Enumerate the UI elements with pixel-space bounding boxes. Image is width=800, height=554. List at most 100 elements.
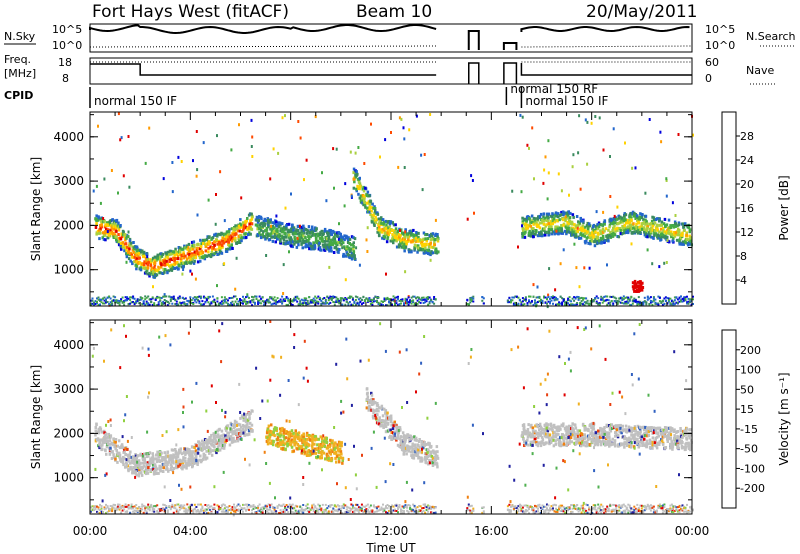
near-range-cell xyxy=(183,302,186,305)
scatter-cell xyxy=(636,231,640,235)
scatter-cell xyxy=(275,426,278,430)
noise-cell xyxy=(666,238,669,242)
scatter-cell xyxy=(108,233,112,237)
scatter-cell xyxy=(200,442,204,446)
scatter-cell xyxy=(327,444,330,448)
scatter-cell xyxy=(649,235,653,239)
noise-cell xyxy=(192,159,194,163)
scatter-cell xyxy=(543,216,546,220)
near-range-cell xyxy=(406,302,409,305)
scatter-cell xyxy=(214,248,217,252)
scatter-cell xyxy=(328,458,331,462)
scatter-cell xyxy=(293,437,296,441)
scatter-cell xyxy=(651,224,655,228)
scatter-cell xyxy=(574,229,578,233)
scatter-cell xyxy=(351,255,354,259)
scatter-cell xyxy=(358,185,362,189)
scatter-cell xyxy=(384,219,388,223)
near-range-cell xyxy=(291,300,294,303)
scatter-cell xyxy=(607,239,610,243)
scatter-cell xyxy=(164,456,167,460)
near-range-cell xyxy=(102,302,104,305)
scatter-cell xyxy=(278,233,281,236)
near-range-cell xyxy=(160,297,163,299)
near-range-cell xyxy=(419,301,422,304)
scatter-cell xyxy=(408,231,411,235)
scatter-cell xyxy=(153,266,156,270)
scatter-cell xyxy=(394,227,398,231)
near-range-cell xyxy=(565,300,568,303)
scatter-cell xyxy=(216,242,219,246)
scatter-cell xyxy=(370,391,373,395)
scatter-cell xyxy=(296,229,300,233)
scatter-cell xyxy=(672,231,676,234)
scatter-cell xyxy=(631,285,635,289)
scatter-cell xyxy=(660,233,663,236)
scatter-cell xyxy=(200,242,203,246)
scatter-cell xyxy=(644,214,648,218)
scatter-cell xyxy=(99,217,102,221)
near-range-cell xyxy=(351,297,354,300)
scatter-cell xyxy=(170,252,174,256)
near-range-cell xyxy=(207,301,210,304)
scatter-cell xyxy=(340,238,343,242)
scatter-cell xyxy=(152,461,155,464)
scatter-cell xyxy=(581,233,584,237)
near-range-cell xyxy=(517,302,520,305)
near-range-cell xyxy=(162,300,165,303)
scatter-cell xyxy=(131,470,135,474)
near-range-cell xyxy=(124,296,127,299)
noise-cell xyxy=(251,155,254,158)
scatter-cell xyxy=(673,234,677,238)
freq-panel-frame xyxy=(89,57,693,85)
scatter-cell xyxy=(142,250,146,254)
scatter-cell xyxy=(209,450,212,454)
scatter-cell xyxy=(162,456,166,460)
scatter-cell xyxy=(251,409,254,413)
scatter-cell xyxy=(581,224,584,228)
near-range-cell xyxy=(670,300,673,303)
scatter-cell xyxy=(320,235,324,239)
scatter-cell xyxy=(157,265,160,269)
near-range-cell xyxy=(217,303,220,306)
noise-cell xyxy=(108,303,111,307)
scatter-cell xyxy=(215,451,218,455)
scatter-cell xyxy=(267,221,270,225)
scatter-cell xyxy=(94,439,98,443)
near-range-cell xyxy=(591,300,594,303)
scatter-cell xyxy=(619,215,622,219)
near-range-cell xyxy=(369,298,372,301)
scatter-cell xyxy=(539,212,543,216)
scatter-cell xyxy=(208,441,211,444)
scatter-cell xyxy=(233,230,236,234)
noise-cell xyxy=(122,174,125,178)
near-range-cell xyxy=(374,300,377,303)
scatter-cell xyxy=(370,397,373,401)
scatter-cell xyxy=(154,465,158,469)
scatter-cell xyxy=(626,229,630,233)
scatter-cell xyxy=(585,236,589,240)
scatter-cell xyxy=(635,214,639,218)
scatter-cell xyxy=(579,226,583,230)
scatter-cell xyxy=(414,236,418,240)
scatter-cell xyxy=(551,230,555,234)
scatter-cell xyxy=(562,218,565,222)
near-range-cell xyxy=(285,296,288,298)
scatter-cell xyxy=(304,245,307,249)
scatter-cell xyxy=(344,254,347,258)
scatter-cell xyxy=(130,253,134,257)
near-range-cell xyxy=(339,299,342,302)
scatter-cell xyxy=(336,455,339,459)
near-range-cell xyxy=(586,302,589,305)
scatter-cell xyxy=(588,239,592,243)
scatter-cell xyxy=(104,233,107,237)
near-range-cell xyxy=(305,302,308,305)
scatter-cell xyxy=(126,245,129,249)
scatter-cell xyxy=(314,451,318,455)
near-range-cell xyxy=(544,301,547,304)
scatter-cell xyxy=(311,225,314,229)
scatter-cell xyxy=(616,217,619,221)
scatter-cell xyxy=(599,232,603,236)
near-range-cell xyxy=(555,298,557,301)
scatter-cell xyxy=(192,462,195,465)
